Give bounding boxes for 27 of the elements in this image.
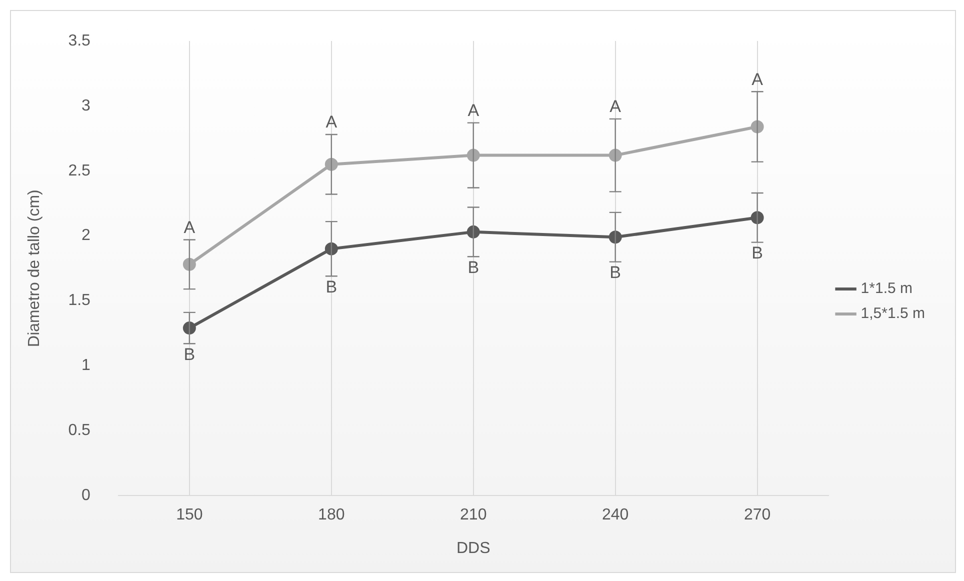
annotation: A [184, 218, 196, 237]
x-tick-label: 180 [318, 506, 345, 524]
annotation: A [610, 97, 622, 116]
annotation: B [752, 244, 763, 263]
y-tick-label: 1 [82, 357, 91, 374]
x-tick-label: 210 [460, 506, 487, 524]
annotation: B [326, 277, 338, 296]
x-tick-label: 270 [744, 506, 771, 524]
annotation: A [326, 112, 338, 132]
x-axis-title: DDS [456, 540, 490, 557]
annotation: A [468, 101, 480, 120]
y-tick-label: 3 [82, 97, 91, 114]
annotation: B [468, 258, 480, 277]
legend-label: 1*1.5 m [860, 280, 912, 298]
x-tick-label: 240 [602, 506, 629, 524]
annotation: A [752, 70, 764, 89]
annotation: B [610, 262, 622, 282]
y-tick-label: 3.5 [68, 32, 91, 50]
y-tick-label: 0.5 [68, 422, 91, 440]
y-tick-label: 1.5 [68, 292, 91, 310]
y-tick-label: 2 [82, 227, 91, 244]
legend-label: 1,5*1.5 m [860, 305, 926, 322]
y-tick-label: 2.5 [68, 162, 91, 180]
annotation: B [184, 344, 196, 364]
y-axis-title: Diametro de tallo (cm) [26, 190, 44, 347]
x-tick-label: 150 [176, 506, 203, 524]
y-tick-label: 0 [82, 487, 91, 504]
